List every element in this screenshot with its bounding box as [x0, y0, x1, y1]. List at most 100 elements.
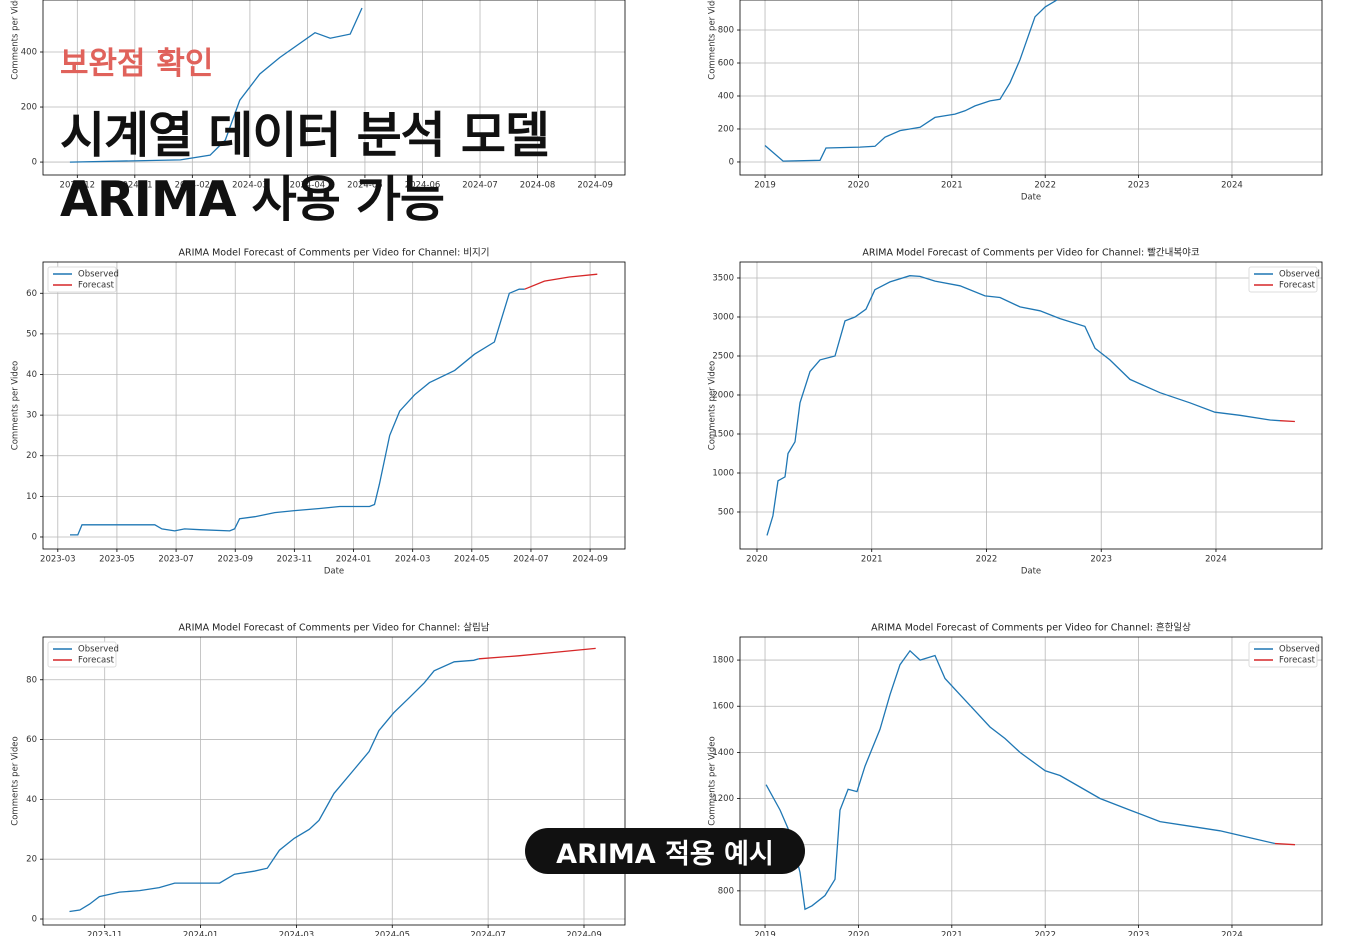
legend-label: Forecast	[78, 281, 115, 291]
x-axis-label: Date	[1021, 193, 1041, 203]
y-tick-label: 1800	[712, 656, 734, 666]
y-tick-label: 10	[26, 492, 37, 502]
y-tick-label: 1000	[712, 468, 734, 478]
x-tick-label: 2024-01	[336, 555, 372, 565]
y-tick-label: 1200	[712, 794, 734, 804]
chart-title: ARIMA Model Forecast of Comments per Vid…	[178, 248, 489, 259]
x-tick-label: 2023	[1128, 181, 1150, 191]
x-tick-label: 2024-01	[183, 931, 219, 936]
y-tick-label: 0	[32, 532, 37, 542]
series-line	[69, 658, 480, 913]
x-axis-label: Date	[324, 567, 344, 577]
x-tick-label: 2024-07	[462, 181, 498, 191]
x-tick-label: 2023-03	[40, 555, 76, 565]
y-tick-label: 1600	[712, 702, 734, 712]
x-tick-label: 2024	[1221, 181, 1243, 191]
y-tick-label: 2000	[712, 390, 734, 400]
x-tick-label: 2022	[976, 555, 998, 565]
x-tick-label: 2024-04	[290, 181, 326, 191]
plot-frame	[42, 0, 626, 176]
x-tick-label: 2023-12	[60, 181, 96, 191]
caption: ARIMA 적용 예시	[525, 828, 805, 874]
legend-label: Observed	[78, 645, 119, 655]
legend-label: Observed	[1279, 270, 1320, 280]
y-axis-label: Comments per Video	[708, 0, 718, 80]
x-tick-label: 2020	[746, 555, 768, 565]
series-line	[478, 647, 596, 660]
y-tick-label: 200	[21, 103, 37, 113]
legend-label: Forecast	[1279, 656, 1316, 666]
y-tick-label: 30	[26, 411, 37, 421]
plot-frame	[42, 261, 626, 550]
y-tick-label: 20	[26, 451, 37, 461]
x-tick-label: 2024-09	[577, 181, 613, 191]
y-tick-label: 400	[718, 91, 734, 101]
y-tick-label: 0	[32, 158, 37, 168]
x-tick-label: 2024-03	[232, 181, 268, 191]
x-tick-label: 2023-09	[217, 555, 253, 565]
x-tick-label: 2022	[1034, 931, 1056, 936]
x-axis-label: Date	[1021, 567, 1041, 577]
y-tick-label: 3500	[712, 273, 734, 283]
x-tick-label: 2021	[941, 181, 963, 191]
x-tick-label: 2024-09	[572, 555, 608, 565]
y-axis-label: Comments per Video	[11, 736, 21, 825]
x-tick-label: 2023	[1090, 555, 1112, 565]
y-tick-label: 40	[26, 795, 37, 805]
x-tick-label: 2024-05	[347, 181, 383, 191]
x-tick-label: 2024-03	[395, 555, 431, 565]
x-tick-label: 2023-11	[87, 931, 123, 936]
y-tick-label: 80	[26, 675, 37, 685]
plot-frame	[739, 0, 1323, 176]
y-tick-label: 2500	[712, 351, 734, 361]
y-tick-label: 800	[718, 886, 734, 896]
y-tick-label: 20	[26, 855, 37, 865]
y-axis-label: Comments per Video	[708, 736, 718, 825]
x-tick-label: 2024	[1221, 931, 1243, 936]
x-tick-label: 2024-02	[175, 181, 211, 191]
x-tick-label: 2024-03	[279, 931, 315, 936]
y-tick-label: 1500	[712, 429, 734, 439]
x-tick-label: 2024-08	[520, 181, 556, 191]
x-tick-label: 2024-07	[470, 931, 506, 936]
y-axis-label: Comments per Video	[708, 361, 718, 450]
series-line	[1279, 420, 1295, 423]
y-tick-label: 200	[718, 124, 734, 134]
series-line	[764, 0, 1058, 162]
x-tick-label: 2023-11	[277, 555, 313, 565]
y-tick-label: 0	[729, 157, 734, 167]
y-tick-label: 50	[26, 329, 37, 339]
plot-frame	[739, 636, 1323, 926]
series-line	[524, 273, 598, 290]
y-tick-label: 1400	[712, 748, 734, 758]
x-tick-label: 2024	[1205, 555, 1227, 565]
x-tick-label: 2024-05	[374, 931, 410, 936]
series-line	[1274, 842, 1296, 846]
x-tick-label: 2021	[941, 931, 963, 936]
x-tick-label: 2019	[754, 931, 776, 936]
y-tick-label: 60	[26, 289, 37, 299]
series-line	[766, 275, 1281, 536]
slide-title: 시계열 데이터 분석 모델	[60, 107, 550, 164]
chart-title: ARIMA Model Forecast of Comments per Vid…	[178, 622, 489, 634]
x-tick-label: 2023-07	[158, 555, 194, 565]
slide-title: ARIMA 사용 가능	[60, 171, 445, 228]
x-tick-label: 2024-05	[454, 555, 490, 565]
x-tick-label: 2019	[754, 181, 776, 191]
series-line	[70, 288, 525, 536]
y-tick-label: 400	[21, 48, 37, 58]
x-tick-label: 2024-07	[513, 555, 549, 565]
x-tick-label: 2024-06	[405, 181, 441, 191]
y-tick-label: 500	[718, 507, 734, 517]
y-tick-label: 3000	[712, 312, 734, 322]
chart-title: ARIMA Model Forecast of Comments per Vid…	[862, 248, 1200, 259]
y-axis-label: Comments per Video	[11, 0, 21, 80]
y-axis-label: Comments per Video	[11, 361, 21, 450]
x-tick-label: 2023	[1128, 931, 1150, 936]
plot-frame	[739, 261, 1323, 550]
y-tick-label: 600	[718, 59, 734, 69]
x-tick-label: 2024-01	[117, 181, 153, 191]
x-tick-label: 2022	[1034, 181, 1056, 191]
y-tick-label: 60	[26, 735, 37, 745]
